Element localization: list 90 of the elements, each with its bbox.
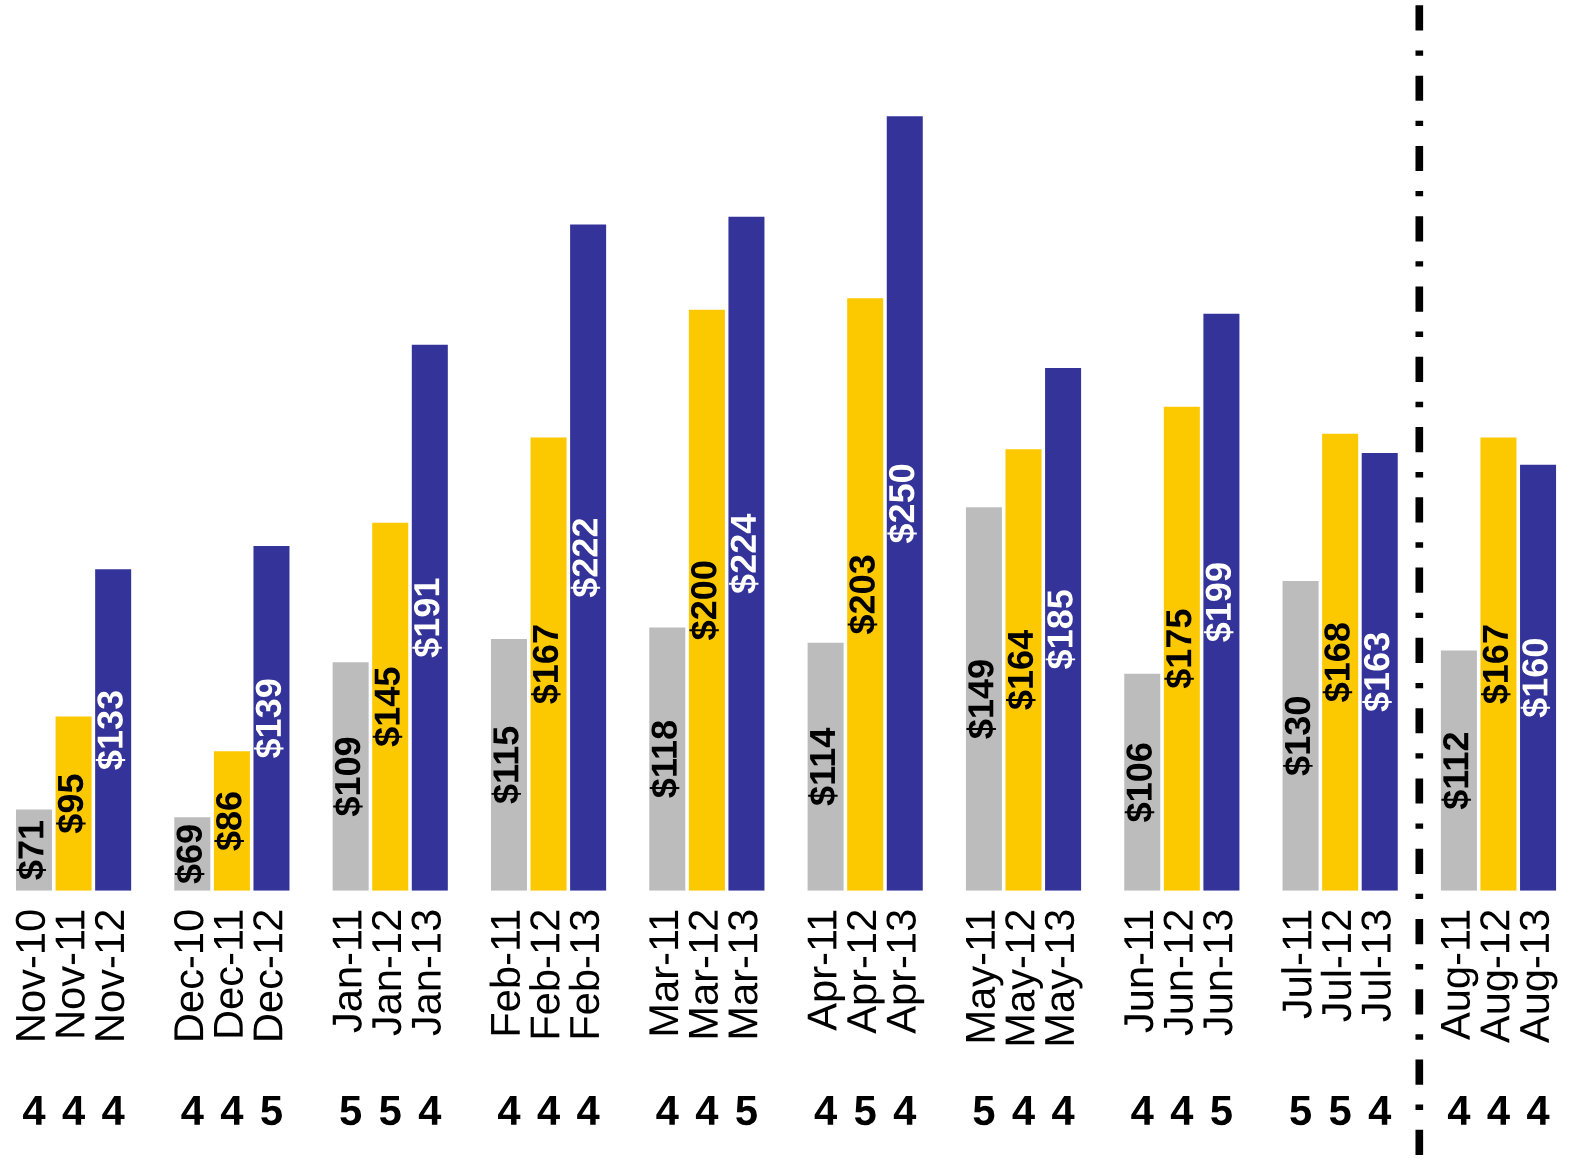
- x-tick-label: Mar-12: [688, 910, 719, 1038]
- data-label: $250: [887, 464, 917, 544]
- text: 4: [893, 1096, 917, 1125]
- text: 4: [1131, 1096, 1154, 1125]
- text: 4: [62, 1096, 85, 1125]
- x-tick-label: Jan-13: [411, 910, 441, 1036]
- x-tick-label: May-11: [966, 910, 1004, 1042]
- data-label: $145: [372, 667, 403, 747]
- x-tick-label: Nov-10: [15, 910, 46, 1040]
- data-label: $222: [570, 518, 601, 598]
- text: 4: [1527, 1096, 1550, 1125]
- x-tick-label: Dec-12: [253, 910, 283, 1040]
- data-label: $133: [95, 691, 126, 770]
- data-label: $109: [333, 737, 363, 817]
- data-label: $130: [1283, 697, 1313, 776]
- x-tick-label: Feb-13: [568, 910, 600, 1038]
- text: 4: [23, 1096, 46, 1125]
- text: 4: [1052, 1096, 1075, 1125]
- text: 4: [656, 1096, 679, 1125]
- text: 4: [695, 1096, 719, 1125]
- text: 4: [537, 1096, 560, 1125]
- data-label: $224: [728, 513, 759, 594]
- text: 5: [854, 1096, 876, 1126]
- x-tick-label: Dec-10: [174, 910, 204, 1040]
- text: 4: [1368, 1096, 1392, 1125]
- x-tick-label: Jun-13: [1203, 910, 1233, 1036]
- x-tick-label: Aug-11: [1441, 910, 1479, 1040]
- data-label: $203: [847, 555, 878, 635]
- x-tick-label: Apr-12: [846, 910, 885, 1034]
- x-tick-label: May-13: [1044, 910, 1083, 1045]
- x-tick-label: Jan-11: [332, 910, 362, 1033]
- x-tick-label: Apr-11: [807, 910, 846, 1031]
- text: 5: [1329, 1096, 1351, 1126]
- x-tick-label: Feb-11: [489, 910, 521, 1035]
- data-label: $167: [1481, 625, 1511, 704]
- text: 4: [181, 1096, 204, 1125]
- data-label: $185: [1045, 590, 1076, 669]
- x-tick-label: Nov-12: [94, 910, 125, 1040]
- data-label: $118: [649, 720, 680, 798]
- text: 4: [1012, 1096, 1035, 1125]
- data-label: $164: [1006, 630, 1036, 710]
- data-label: $191: [412, 578, 442, 658]
- data-label: $71: [16, 820, 47, 880]
- data-label: $199: [1203, 563, 1234, 642]
- data-label: $163: [1362, 633, 1392, 712]
- data-label: $114: [808, 727, 838, 806]
- text: 4: [102, 1096, 125, 1125]
- x-tick-label: Jul-11: [1281, 910, 1312, 1019]
- text: 4: [220, 1096, 244, 1125]
- data-label: $175: [1164, 609, 1194, 689]
- data-label: $139: [254, 679, 284, 759]
- x-tick-label: Apr-13: [886, 910, 925, 1034]
- text: 5: [1211, 1096, 1232, 1126]
- data-label: $167: [531, 625, 561, 704]
- data-label: $106: [1124, 743, 1155, 822]
- data-label: $112: [1441, 732, 1471, 810]
- text: 5: [1290, 1096, 1311, 1126]
- data-label: $95: [56, 774, 86, 834]
- x-tick-label: Jul-13: [1360, 910, 1391, 1022]
- x-tick-label: Aug-12: [1480, 910, 1518, 1044]
- x-tick-label: Jun-11: [1124, 910, 1154, 1033]
- text: 4: [498, 1096, 521, 1125]
- x-tick-label: Dec-11: [214, 910, 244, 1037]
- x-tick-label: Aug-13: [1519, 910, 1558, 1044]
- data-label: $149: [966, 660, 996, 739]
- x-tick-label: Jul-12: [1320, 910, 1352, 1022]
- data-label: $69: [174, 825, 205, 884]
- text: 5: [973, 1096, 995, 1126]
- data-label: $115: [491, 726, 521, 804]
- text: 5: [736, 1096, 757, 1126]
- x-tick-label: Mar-13: [728, 910, 758, 1038]
- x-tick-label: Nov-11: [55, 910, 85, 1037]
- x-tick-label: Jan-12: [371, 910, 402, 1036]
- x-tick-label: Mar-11: [649, 910, 679, 1035]
- text: 4: [1487, 1096, 1510, 1125]
- text: 4: [577, 1096, 600, 1125]
- text: 4: [1170, 1096, 1194, 1125]
- x-tick-label: Jun-12: [1163, 910, 1194, 1036]
- text: 4: [1447, 1096, 1471, 1125]
- x-tick-label: Feb-12: [529, 910, 560, 1038]
- text: 4: [418, 1096, 442, 1125]
- data-label: $168: [1322, 623, 1353, 702]
- text: 5: [379, 1096, 401, 1126]
- text: 5: [261, 1096, 282, 1126]
- text: 5: [340, 1096, 362, 1126]
- text: 4: [814, 1096, 837, 1125]
- data-label: $160: [1520, 639, 1551, 718]
- data-label: $86: [214, 792, 244, 851]
- x-tick-label: May-12: [1005, 910, 1043, 1045]
- data-label: $200: [689, 561, 719, 640]
